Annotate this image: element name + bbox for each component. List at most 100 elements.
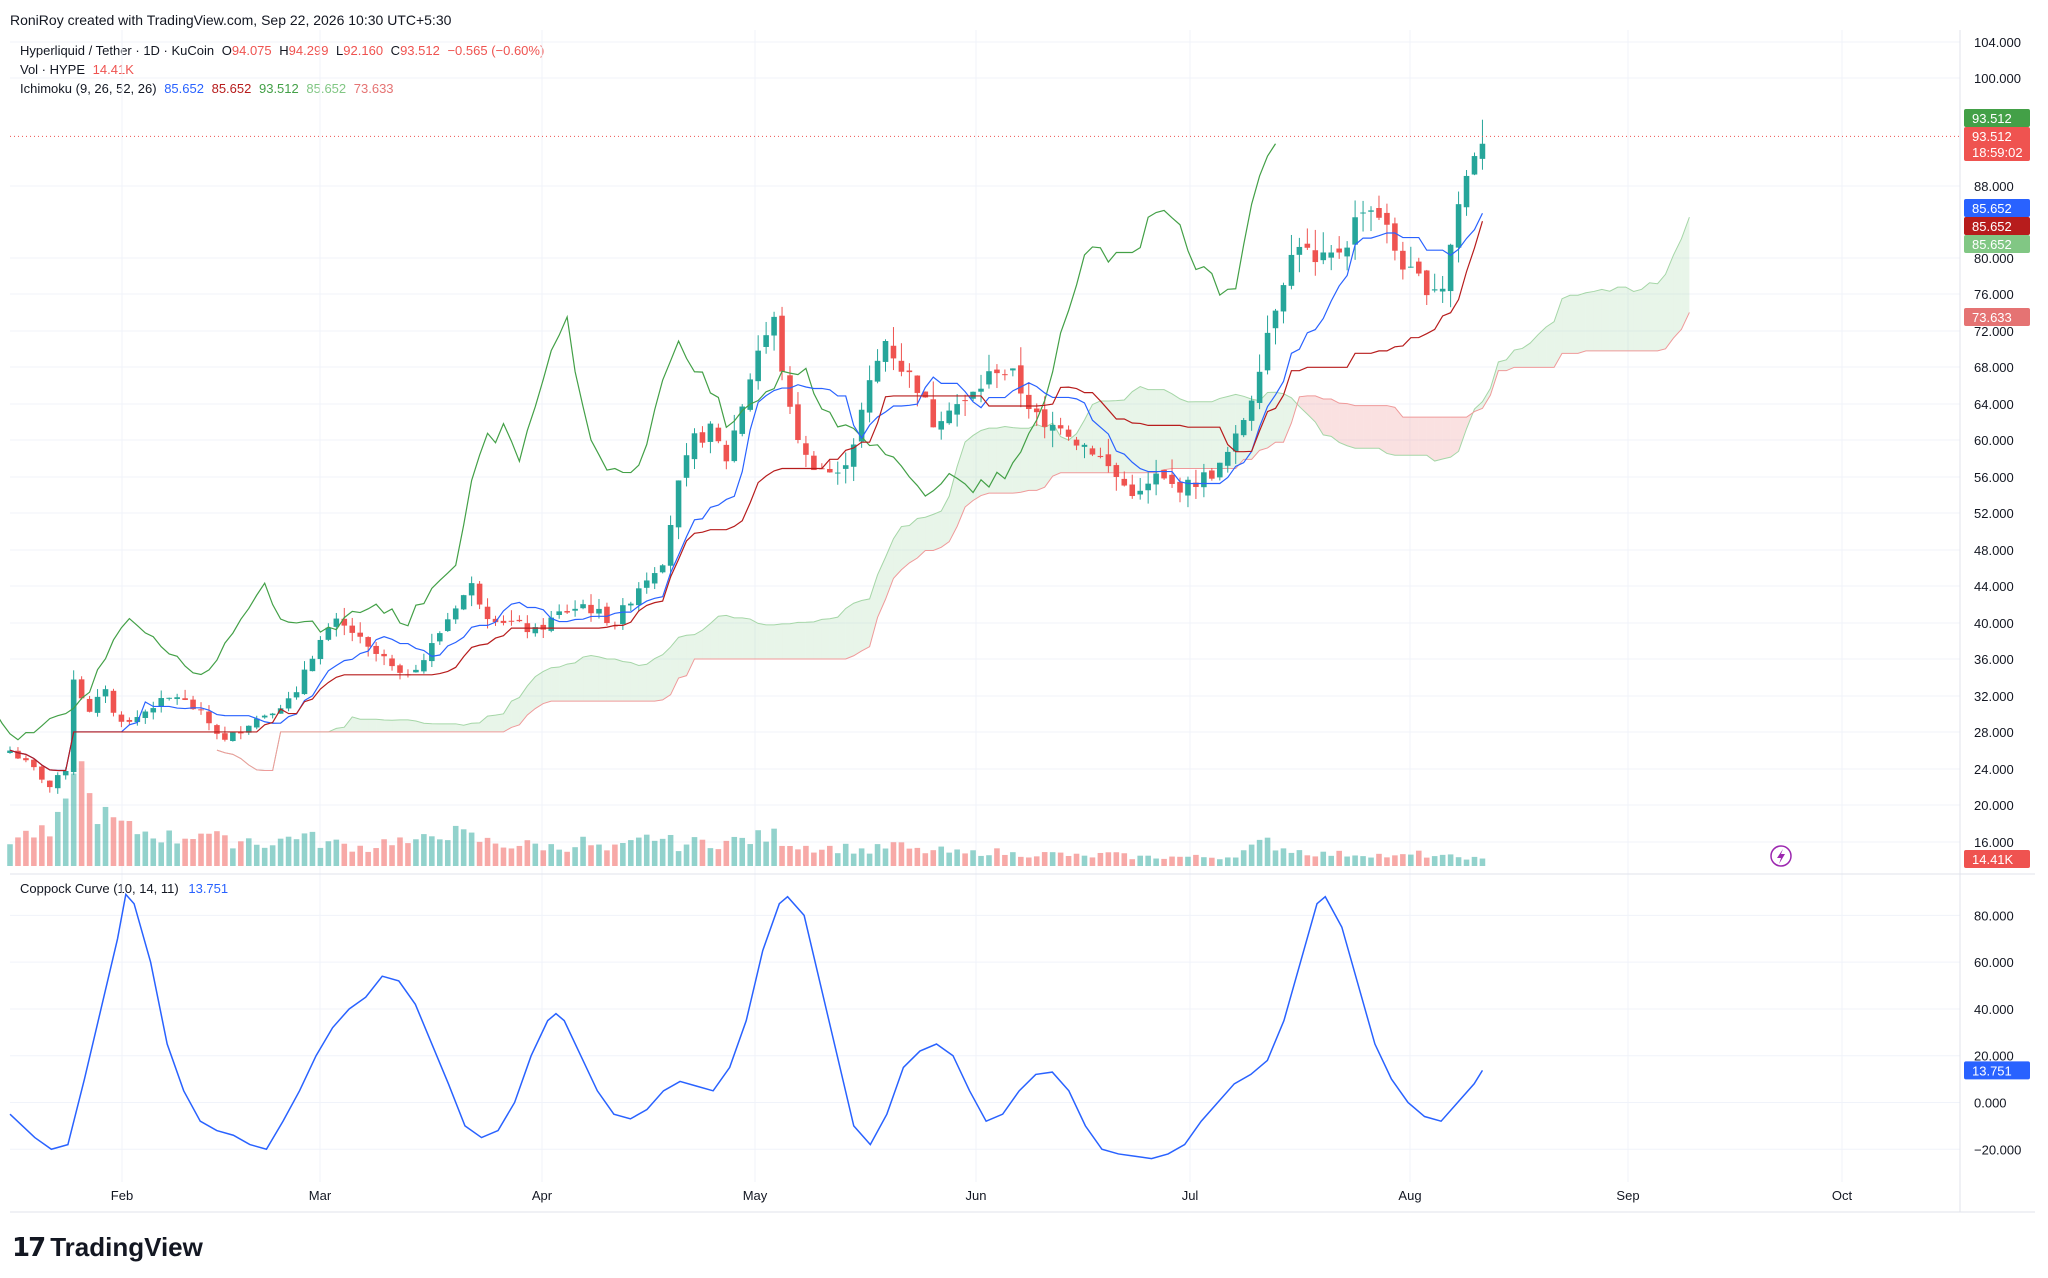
- volume-bar: [906, 848, 913, 866]
- candle-body: [1336, 248, 1342, 253]
- volume-bar: [572, 847, 578, 866]
- lagging-span: [0, 143, 1277, 741]
- cloud-segment: [1347, 403, 1356, 449]
- cloud-segment: [1180, 398, 1188, 469]
- cloud-segment: [559, 664, 568, 702]
- candle-body: [1041, 409, 1048, 427]
- price-tag-text: 93.512: [1972, 111, 2012, 126]
- chart-caption: RoniRoy created with TradingView.com, Se…: [10, 12, 452, 28]
- cloud-segment: [1394, 407, 1403, 456]
- cloud-segment: [1450, 417, 1459, 458]
- candle-body: [890, 345, 897, 359]
- volume-bar: [1209, 857, 1215, 866]
- candle-body: [1479, 143, 1486, 159]
- volume-bar: [365, 851, 371, 866]
- price-chart[interactable]: 16.000 20.000 24.000 28.000 32.000 36.000 40.0…: [0, 0, 2048, 1230]
- volume-bar: [795, 849, 801, 866]
- volume-bar: [1455, 857, 1462, 866]
- volume-bar: [874, 844, 881, 866]
- coppock-curve: [9, 892, 1484, 1160]
- candle-body: [198, 709, 204, 711]
- symbol-name[interactable]: Hyperliquid / Tether · 1D · KuCoin: [20, 43, 215, 58]
- cloud-segment: [1299, 395, 1308, 415]
- candle-body: [1304, 243, 1311, 248]
- volume-bar: [484, 837, 491, 866]
- cloud-segment: [591, 655, 599, 702]
- volume-bar: [134, 834, 141, 866]
- volume-bar: [1033, 856, 1040, 866]
- cloud-segment: [1514, 348, 1523, 368]
- coppock-label[interactable]: Coppock Curve (10, 14, 11): [20, 881, 179, 896]
- volume-bar: [70, 773, 77, 866]
- candle-body: [771, 316, 777, 336]
- candle-body: [1018, 365, 1024, 394]
- cloud-segment: [1633, 289, 1642, 351]
- grid-lines: [10, 30, 1960, 1182]
- cloud-segment: [662, 646, 671, 700]
- volume-bar: [1431, 856, 1438, 866]
- candle-body: [548, 617, 555, 631]
- candle-body: [1105, 454, 1112, 467]
- candle-body: [500, 620, 507, 623]
- tradingview-logo[interactable]: 17 TradingView: [12, 1232, 203, 1263]
- cloud-segment: [710, 616, 719, 659]
- cloud-segment: [543, 667, 552, 704]
- cloud-segment: [1052, 423, 1061, 477]
- cloud-segment: [1570, 295, 1578, 354]
- candle-body: [421, 660, 427, 672]
- cloud-segment: [1617, 287, 1626, 351]
- volume-bar: [413, 839, 419, 866]
- cloud-segment: [1378, 405, 1387, 454]
- cloud-segment: [901, 525, 910, 570]
- volume-label[interactable]: Vol · HYPE: [20, 62, 86, 77]
- volume-value: 14.41K: [92, 62, 134, 77]
- volume-bar: [1129, 859, 1136, 866]
- cloud-segment: [742, 617, 751, 659]
- candle-body: [1185, 479, 1191, 496]
- candle-body: [476, 583, 483, 605]
- cloud-segment: [1386, 405, 1395, 456]
- volume-bar: [667, 834, 674, 866]
- volume-bar: [1049, 852, 1056, 866]
- cloud-segment: [957, 442, 966, 527]
- cloud-segment: [638, 664, 647, 702]
- candle-body: [245, 725, 252, 733]
- volume-bar: [309, 831, 316, 866]
- candle-body: [1201, 472, 1207, 488]
- volume-bar: [683, 844, 690, 866]
- cloud-segment: [646, 658, 655, 702]
- candle-body: [1423, 270, 1430, 296]
- time-tick-label: Jun: [966, 1188, 987, 1203]
- candle-body: [651, 573, 658, 584]
- cloud-segment: [1275, 392, 1284, 443]
- candle-body: [1463, 175, 1470, 208]
- candle-body: [94, 696, 101, 713]
- volume-bar: [994, 848, 1000, 866]
- cloud-segment: [1593, 289, 1602, 351]
- candle-body: [365, 637, 371, 647]
- cloud-segment: [1522, 343, 1531, 368]
- candle-body: [1057, 425, 1064, 429]
- price-tick-label: 56.000: [1974, 470, 2014, 485]
- candle-body: [277, 708, 284, 714]
- cloud-segment: [575, 657, 584, 702]
- cloud-segment: [1625, 287, 1634, 351]
- cloud-segment: [670, 637, 679, 695]
- candle-body: [596, 608, 602, 614]
- candle-body: [715, 427, 722, 442]
- cloud-segment: [965, 435, 974, 508]
- cloud-segment: [774, 623, 783, 659]
- candle-body: [285, 698, 292, 709]
- time-tick-label: Mar: [309, 1188, 332, 1203]
- price-tick-label: 76.000: [1974, 287, 2014, 302]
- candle-body: [556, 611, 562, 615]
- candle-body: [15, 750, 21, 759]
- cloud-segment: [933, 511, 942, 551]
- cloud-segment: [1355, 405, 1364, 449]
- volume-bar: [524, 840, 531, 866]
- candle-body: [325, 627, 332, 640]
- candle-body: [1344, 247, 1350, 257]
- close-value: 93.512: [400, 43, 440, 58]
- candle-body: [1065, 429, 1072, 437]
- candle-body: [540, 624, 547, 630]
